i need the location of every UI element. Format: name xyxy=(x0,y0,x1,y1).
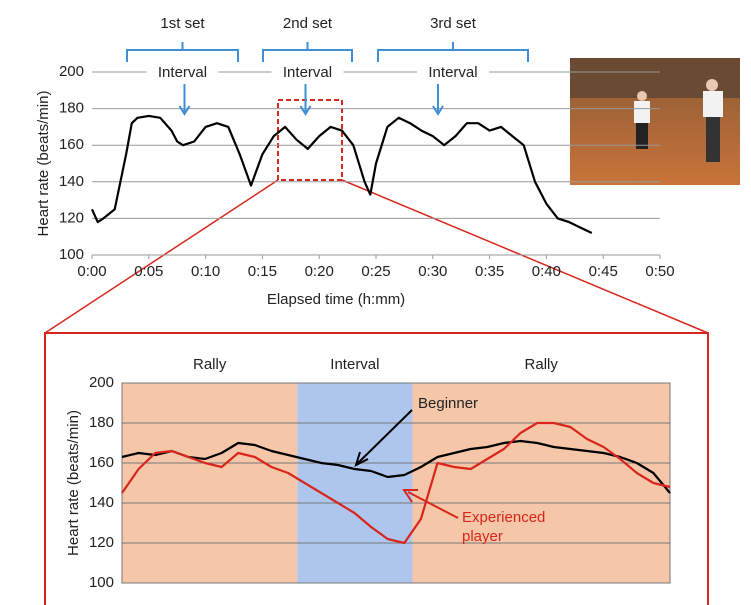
interval-arrow xyxy=(433,84,443,114)
y-tick-label: 100 xyxy=(59,246,84,263)
interval-label: Interval xyxy=(428,64,477,81)
set-label: 1st set xyxy=(160,15,205,32)
x-tick-label: 0:45 xyxy=(589,263,618,280)
page: 100 120 140 160 180 200 Heart rate (beats/min)… xyxy=(0,0,751,605)
x-tick-label: 0:05 xyxy=(134,263,163,280)
x-tick-label: 0:00 xyxy=(77,263,106,280)
y-axis-label: Heart rate (beats/min) xyxy=(35,91,52,237)
set-bracket xyxy=(127,42,238,62)
interval-label: Interval xyxy=(283,64,332,81)
y-tick-label: 100 xyxy=(89,574,114,591)
y-tick-label: 200 xyxy=(59,63,84,80)
x-tick-label: 0:40 xyxy=(532,263,561,280)
y-tick-label: 180 xyxy=(59,100,84,117)
y-tick-label: 160 xyxy=(89,454,114,471)
x-tick-label: 0:35 xyxy=(475,263,504,280)
y-tick-label: 200 xyxy=(89,374,114,391)
region-label: Rally xyxy=(525,356,559,373)
x-tick-label: 0:15 xyxy=(248,263,277,280)
region-band xyxy=(122,383,297,583)
set-label: 3rd set xyxy=(430,15,477,32)
set-bracket xyxy=(378,42,528,62)
y-tick-label: 180 xyxy=(89,414,114,431)
x-axis-label: Elapsed time (h:mm) xyxy=(267,291,405,308)
y-tick-label: 140 xyxy=(89,494,114,511)
x-tick-label: 0:10 xyxy=(191,263,220,280)
set-bracket xyxy=(263,42,352,62)
zoom-box xyxy=(278,100,342,180)
region-label: Rally xyxy=(193,356,227,373)
x-tick-label: 0:20 xyxy=(305,263,334,280)
y-axis-label: Heart rate (beats/min) xyxy=(65,410,82,556)
set-label: 2nd set xyxy=(283,15,333,32)
region-band xyxy=(297,383,412,583)
zoom-connector xyxy=(342,180,708,333)
y-tick-label: 160 xyxy=(59,136,84,153)
interval-label: Interval xyxy=(158,64,207,81)
x-tick-label: 0:25 xyxy=(361,263,390,280)
x-tick-label: 0:30 xyxy=(418,263,447,280)
region-label: Interval xyxy=(330,356,379,373)
y-tick-label: 120 xyxy=(59,209,84,226)
interval-arrow xyxy=(180,84,190,114)
series-annotation: Experienced player xyxy=(462,508,562,546)
y-tick-label: 120 xyxy=(89,534,114,551)
x-tick-label: 0:50 xyxy=(645,263,674,280)
photo xyxy=(570,58,740,185)
series-annotation: Beginner xyxy=(418,395,478,412)
region-band xyxy=(412,383,670,583)
chart: 100 120 140 160 180 200 Heart rate (beats/min)… xyxy=(0,0,751,605)
y-tick-label: 140 xyxy=(59,173,84,190)
